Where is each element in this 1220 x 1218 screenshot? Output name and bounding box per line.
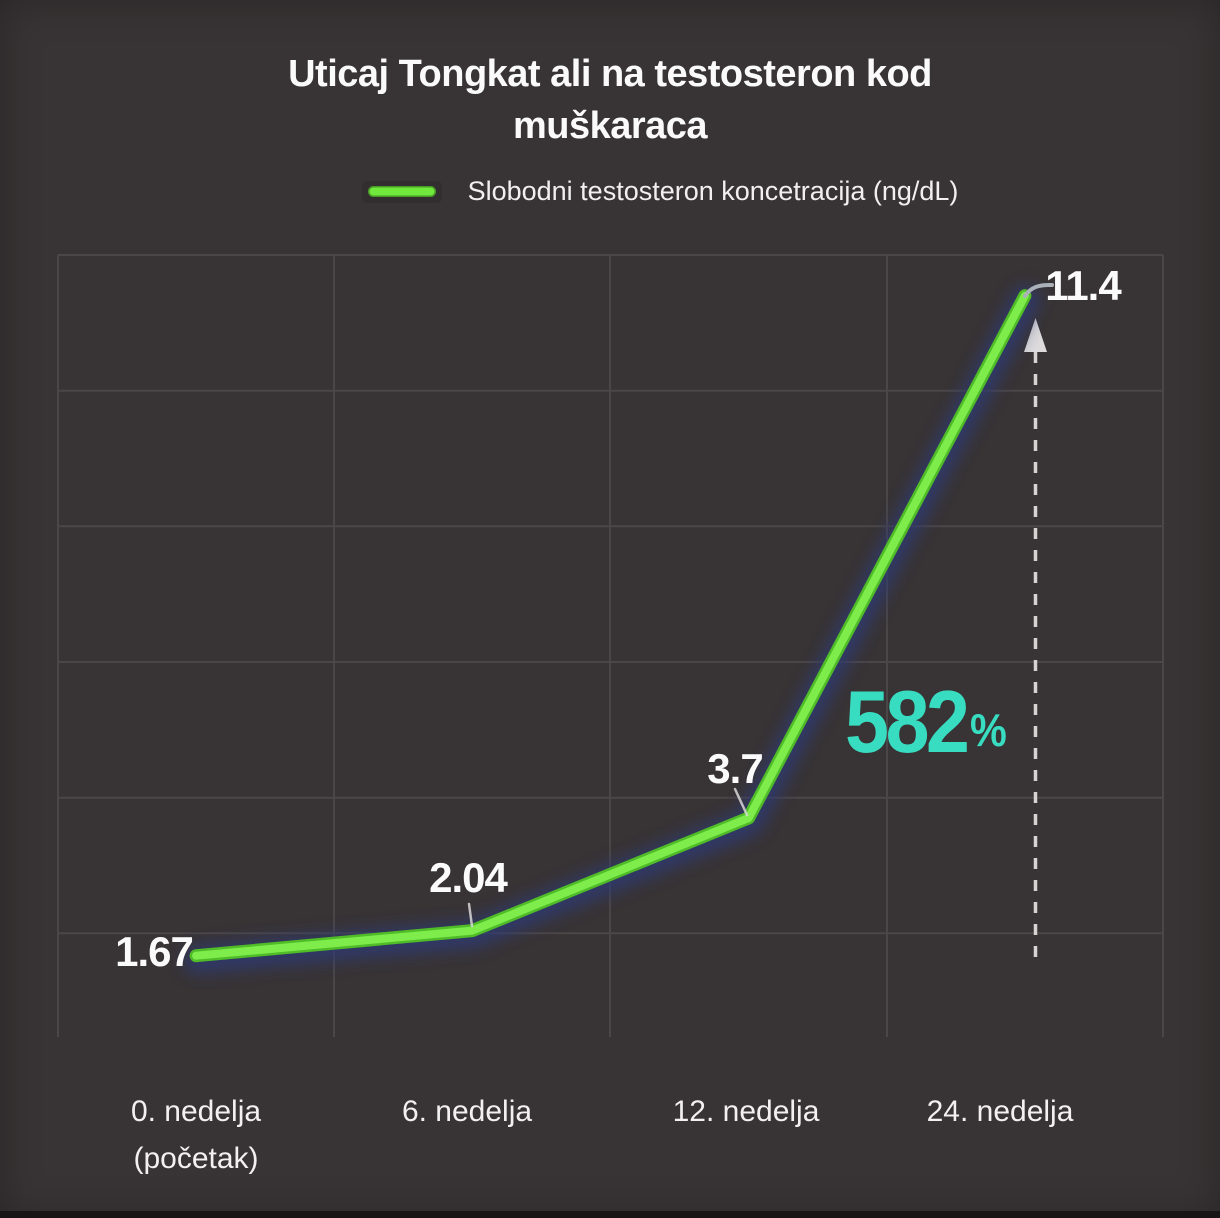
series-line-highlight <box>192 291 1029 960</box>
endpoint-label-hook <box>1023 282 1054 298</box>
x-axis-label-week6: 6. nedelja <box>401 1095 533 1128</box>
legend: Slobodni testosteron koncetracija (ng/dL… <box>50 176 1220 207</box>
increase-arrow-head-icon <box>1024 318 1047 352</box>
series-line-glow <box>183 285 1040 974</box>
x-axis-label-week24: 24. nedelja <box>926 1095 1074 1128</box>
x-axis-label-week12: 12. nedelja <box>672 1095 820 1128</box>
increase-arrow <box>1024 318 1047 967</box>
data-label-week24: 11.4 <box>1045 262 1121 309</box>
legend-swatch-backing <box>361 180 442 203</box>
percent-annotation: 582 % <box>845 678 1007 766</box>
bottom-edge-bar <box>0 1211 1220 1218</box>
data-label-week0: 1.67 <box>115 928 194 975</box>
series-line-icon <box>367 186 436 197</box>
percent-annotation-unit: % <box>969 704 1007 756</box>
x-axis-label-week0: 0. nedelja (početak) <box>130 1095 262 1175</box>
data-label-week6: 2.04 <box>429 854 508 901</box>
label-leader-lines <box>467 787 749 928</box>
legend-label: Slobodni testosteron koncetracija (ng/dL… <box>467 176 959 206</box>
data-label-week12: 3.7 <box>707 745 763 792</box>
gridlines <box>57 254 1164 1037</box>
percent-annotation-value: 582 <box>845 672 970 771</box>
chart-title: Uticaj Tongkat ali na testosteron kod mu… <box>288 53 932 147</box>
